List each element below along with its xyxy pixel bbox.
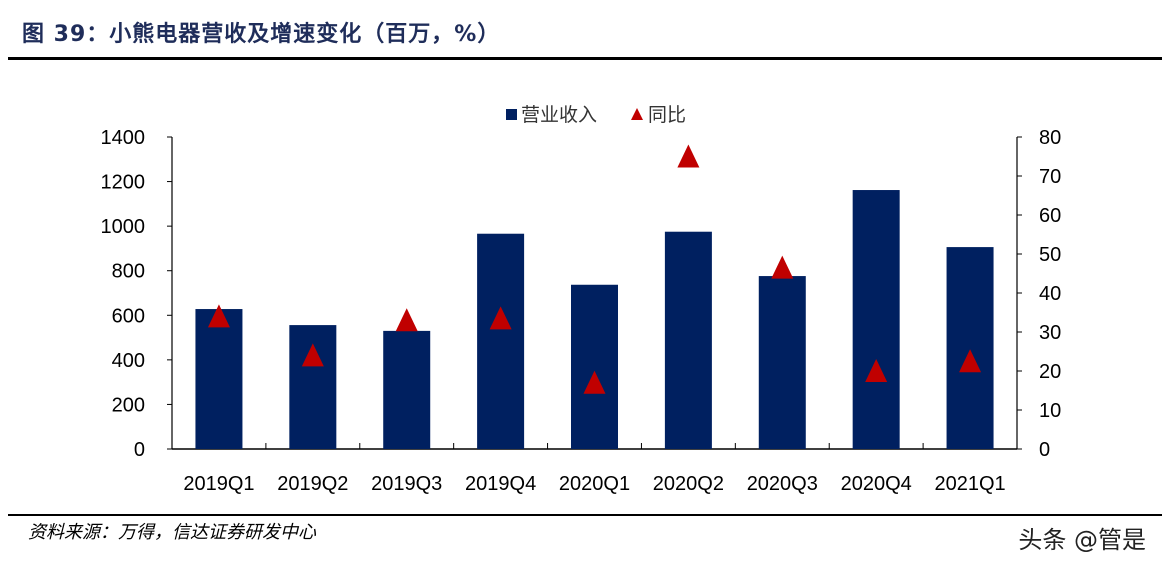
- x-axis-tick-label: 2021Q1: [934, 473, 1005, 495]
- left-axis-tick-label: 1000: [101, 216, 146, 238]
- figure-title: 图 39：小熊电器营收及增速变化（百万，%）: [22, 22, 501, 47]
- bottom-divider: [8, 514, 1162, 516]
- revenue-bar: [758, 276, 806, 449]
- left-axis-tick-label: 600: [112, 305, 145, 327]
- right-axis-tick-label: 50: [1039, 244, 1061, 266]
- top-divider: [8, 57, 1162, 60]
- yoy-growth-marker: [301, 343, 324, 367]
- legend-revenue-swatch: [506, 109, 517, 120]
- revenue-bar: [383, 330, 431, 449]
- right-axis-tick-label: 30: [1039, 322, 1061, 344]
- x-axis-tick-label: 2020Q1: [559, 473, 630, 495]
- left-axis-tick-label: 1200: [101, 172, 146, 194]
- right-axis-tick-label: 0: [1039, 439, 1050, 461]
- x-axis-tick-label: 2019Q3: [371, 473, 442, 495]
- right-axis-tick-label: 20: [1039, 361, 1061, 383]
- yoy-growth-marker: [395, 308, 418, 332]
- right-axis-tick-label: 10: [1039, 400, 1061, 422]
- x-axis-tick-label: 2019Q4: [465, 473, 536, 495]
- yoy-growth-marker: [865, 359, 888, 382]
- revenue-bar: [852, 190, 900, 450]
- revenue-bar: [946, 247, 994, 449]
- revenue-bar: [477, 233, 525, 449]
- yoy-growth-marker: [677, 144, 700, 168]
- x-axis-tick-label: 2020Q4: [841, 473, 912, 495]
- x-axis-tick-label: 2019Q2: [277, 473, 348, 495]
- watermark: 头条 @管是: [1018, 526, 1146, 554]
- left-axis-tick-label: 800: [112, 261, 145, 283]
- left-axis-tick-label: 400: [112, 350, 145, 372]
- revenue-bar: [195, 309, 243, 449]
- x-axis-tick-label: 2020Q2: [653, 473, 724, 495]
- left-axis-tick-label: 200: [112, 394, 145, 416]
- right-axis-tick-label: 40: [1039, 283, 1061, 305]
- right-axis-tick-label: 60: [1039, 205, 1061, 227]
- x-axis-tick-label: 2019Q1: [183, 473, 254, 495]
- yoy-growth-marker: [207, 304, 230, 328]
- source-note: 资料来源：万得，信达证券研发中心: [28, 522, 316, 543]
- legend-yoy-label: 同比: [648, 104, 686, 126]
- yoy-growth-marker: [583, 370, 606, 394]
- x-axis-tick-label: 2020Q3: [747, 473, 818, 495]
- left-axis-tick-label: 1400: [101, 127, 146, 149]
- chart: 0 200 400 600 800 1000 1200 1400 0 10 20 30 40 50 60 70…: [101, 104, 1062, 495]
- legend-revenue-label: 营业收入: [521, 104, 597, 126]
- yoy-growth-marker: [959, 349, 982, 373]
- left-axis-tick-label: 0: [134, 439, 145, 461]
- legend-yoy-marker: [631, 108, 643, 120]
- revenue-bar: [664, 231, 712, 449]
- yoy-growth-marker: [489, 306, 512, 330]
- right-axis-tick-label: 70: [1039, 166, 1061, 188]
- revenue-bar: [571, 284, 618, 449]
- yoy-growth-marker: [771, 255, 794, 279]
- right-axis-tick-label: 80: [1039, 127, 1061, 149]
